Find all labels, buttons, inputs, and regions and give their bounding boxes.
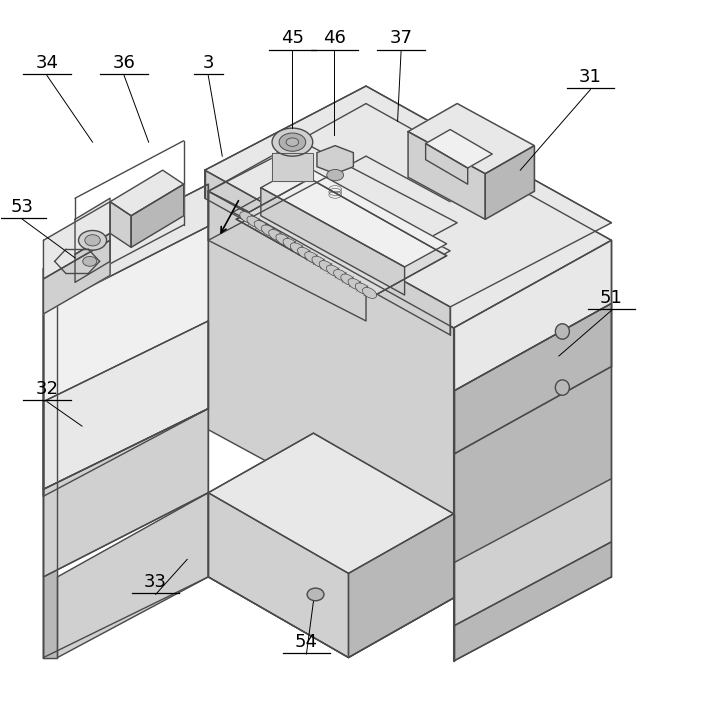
Text: 3: 3 — [203, 54, 214, 72]
Ellipse shape — [327, 169, 344, 180]
Polygon shape — [44, 184, 208, 310]
Text: 53: 53 — [11, 198, 34, 216]
Ellipse shape — [254, 221, 268, 231]
Ellipse shape — [247, 216, 261, 227]
Polygon shape — [426, 144, 467, 184]
Ellipse shape — [334, 269, 348, 281]
Text: 31: 31 — [579, 68, 602, 86]
Polygon shape — [485, 146, 534, 219]
Polygon shape — [44, 202, 110, 279]
Ellipse shape — [276, 234, 290, 245]
Ellipse shape — [240, 212, 254, 223]
Polygon shape — [453, 240, 612, 391]
Polygon shape — [261, 188, 405, 295]
Ellipse shape — [261, 225, 275, 236]
Polygon shape — [208, 191, 453, 563]
Ellipse shape — [327, 265, 341, 276]
Text: 45: 45 — [281, 30, 304, 47]
Polygon shape — [44, 240, 110, 314]
Polygon shape — [208, 433, 453, 573]
Polygon shape — [453, 240, 612, 563]
Ellipse shape — [307, 588, 324, 601]
Polygon shape — [317, 146, 353, 173]
Ellipse shape — [79, 231, 106, 250]
Ellipse shape — [286, 138, 298, 147]
Text: 33: 33 — [144, 573, 167, 591]
Polygon shape — [208, 142, 457, 272]
Polygon shape — [348, 514, 453, 658]
Polygon shape — [453, 303, 612, 454]
Polygon shape — [58, 493, 208, 658]
Ellipse shape — [290, 243, 304, 254]
Polygon shape — [44, 321, 208, 489]
Polygon shape — [208, 191, 366, 321]
Ellipse shape — [312, 256, 326, 267]
Ellipse shape — [83, 257, 96, 266]
Polygon shape — [44, 226, 208, 496]
Polygon shape — [44, 409, 208, 577]
Ellipse shape — [341, 274, 355, 285]
Ellipse shape — [555, 380, 570, 396]
Polygon shape — [205, 86, 612, 307]
Ellipse shape — [298, 247, 312, 258]
Ellipse shape — [283, 238, 297, 250]
Ellipse shape — [269, 229, 283, 240]
Polygon shape — [208, 493, 348, 658]
Ellipse shape — [348, 278, 362, 290]
Polygon shape — [453, 542, 612, 661]
Text: 34: 34 — [35, 54, 58, 72]
Polygon shape — [75, 198, 110, 255]
Polygon shape — [131, 184, 184, 247]
Ellipse shape — [319, 261, 333, 271]
Polygon shape — [44, 269, 58, 658]
Ellipse shape — [272, 128, 313, 157]
Text: 36: 36 — [113, 54, 136, 72]
Ellipse shape — [356, 283, 370, 294]
Polygon shape — [426, 130, 492, 168]
Polygon shape — [110, 202, 131, 247]
Polygon shape — [208, 104, 612, 328]
Polygon shape — [272, 153, 313, 180]
Text: 54: 54 — [295, 632, 318, 651]
Text: 46: 46 — [323, 30, 346, 47]
Ellipse shape — [555, 324, 570, 339]
Polygon shape — [75, 233, 110, 283]
Polygon shape — [408, 104, 534, 173]
Polygon shape — [261, 164, 446, 267]
Polygon shape — [237, 178, 446, 296]
Ellipse shape — [85, 235, 100, 246]
Ellipse shape — [363, 288, 377, 298]
Polygon shape — [110, 170, 184, 216]
Polygon shape — [453, 479, 612, 626]
Polygon shape — [233, 173, 450, 289]
Polygon shape — [408, 132, 485, 219]
Ellipse shape — [279, 133, 306, 152]
Ellipse shape — [305, 252, 319, 263]
Text: 51: 51 — [600, 289, 623, 307]
Text: 32: 32 — [35, 380, 58, 398]
Text: 37: 37 — [389, 30, 413, 47]
Polygon shape — [205, 170, 450, 335]
